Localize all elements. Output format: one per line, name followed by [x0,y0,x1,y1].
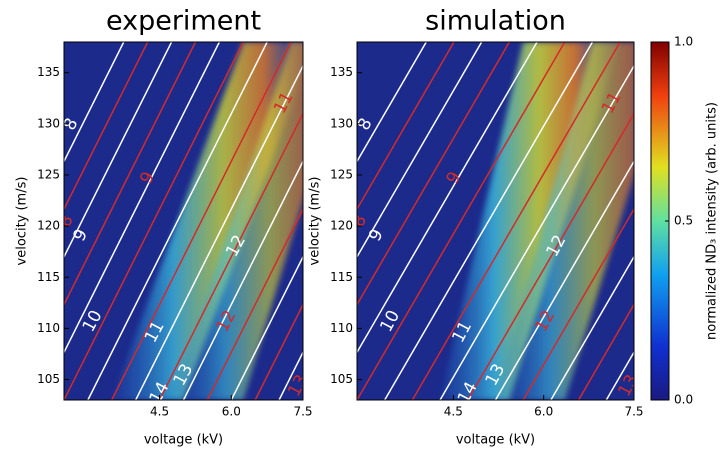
x-axis-label: voltage (kV) [144,433,223,448]
x-axis-label: voltage (kV) [456,433,535,448]
y-tick-label: 125 [37,167,60,181]
x-tick-label: 6.0 [534,405,553,419]
x-tick-label: 7.5 [624,405,643,419]
colorbar-tick-label: 0.5 [674,214,693,228]
y-tick-label: 130 [330,116,353,130]
y-tick-label: 110 [330,321,353,335]
y-tick-label: 130 [37,116,60,130]
y-tick-label: 105 [330,372,353,386]
y-tick-label: 135 [37,65,60,79]
y-tick-label: 120 [330,219,353,233]
chart-title: experiment [106,6,261,37]
y-tick-label: 110 [37,321,60,335]
y-tick-label: 115 [330,270,353,284]
x-tick-label: 4.5 [150,405,169,419]
x-tick-label: 7.5 [293,405,312,419]
colorbar-label: normalized ND₃ intensity (arb. units) [705,102,720,340]
y-tick-label: 135 [330,65,353,79]
y-axis-label: velocity (m/s) [15,177,30,266]
chart-title: simulation [425,6,566,37]
x-tick-label: 4.5 [444,405,463,419]
y-tick-label: 120 [37,219,60,233]
y-tick-label: 105 [37,372,60,386]
y-axis-label: velocity (m/s) [308,177,323,266]
x-tick-label: 6.0 [222,405,241,419]
colorbar-tick-label: 0.0 [674,393,693,407]
colorbar-tick-label: 1.0 [674,35,693,49]
y-tick-label: 125 [330,167,353,181]
y-tick-label: 115 [37,270,60,284]
